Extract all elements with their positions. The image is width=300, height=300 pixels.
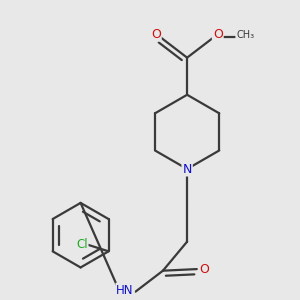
Text: Cl: Cl	[76, 238, 88, 251]
Text: CH₃: CH₃	[236, 30, 254, 40]
Text: O: O	[151, 28, 161, 40]
Text: O: O	[199, 262, 209, 276]
Text: N: N	[182, 163, 192, 176]
Text: HN: HN	[116, 284, 134, 297]
Text: O: O	[213, 28, 223, 40]
